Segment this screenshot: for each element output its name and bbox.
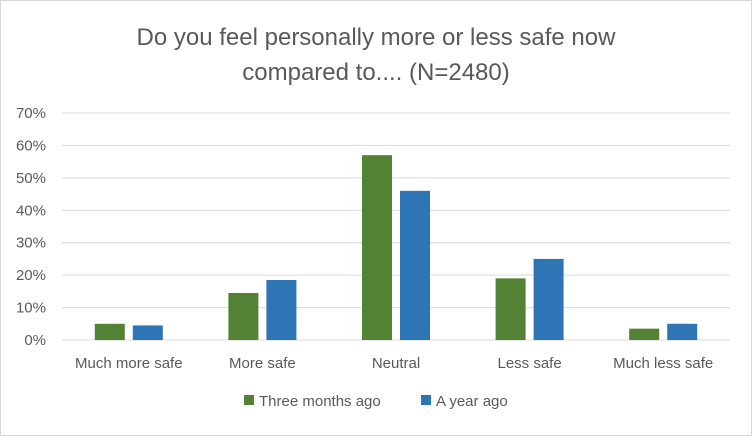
bar-three-months-ago [94, 323, 125, 340]
x-axis-ticks: Much more safe More safe Neutral Less safe M… [75, 355, 713, 372]
bar-three-months-ago [362, 155, 392, 340]
x-tick-label: Much more safe [75, 355, 183, 372]
chart-title-line-1: Do you feel personally more or less safe… [137, 24, 617, 51]
bar-a-year-ago [132, 325, 163, 340]
legend-swatch [421, 395, 431, 405]
legend: Three months ago A year ago [244, 393, 508, 410]
bar-three-months-ago [495, 278, 526, 340]
y-tick-label: 30% [16, 235, 46, 252]
x-tick-label: More safe [229, 355, 296, 372]
bar-a-year-ago [667, 323, 698, 340]
y-tick-label: 40% [16, 202, 46, 219]
legend-swatch [244, 395, 254, 405]
bars [94, 155, 698, 340]
bar-a-year-ago [266, 280, 297, 340]
x-tick-label: Much less safe [613, 355, 713, 372]
y-axis-ticks: 0% 10% 20% 30% 40% 50% 60% 70% [16, 105, 46, 349]
gridlines [62, 112, 730, 341]
y-tick-label: 70% [16, 105, 46, 122]
legend-label: A year ago [436, 393, 508, 410]
y-tick-label: 10% [16, 300, 46, 317]
y-tick-label: 20% [16, 267, 46, 284]
y-tick-label: 0% [24, 332, 46, 349]
x-tick-label: Less safe [497, 355, 561, 372]
legend-label: Three months ago [259, 393, 381, 410]
chart-title-line-2: compared to.... (N=2480) [242, 59, 509, 86]
bar-a-year-ago [533, 258, 564, 340]
y-tick-label: 60% [16, 137, 46, 154]
x-tick-label: Neutral [372, 355, 420, 372]
bar-a-year-ago [400, 190, 430, 340]
y-tick-label: 50% [16, 170, 46, 187]
bar-three-months-ago [228, 292, 259, 340]
bar-three-months-ago [629, 328, 660, 340]
